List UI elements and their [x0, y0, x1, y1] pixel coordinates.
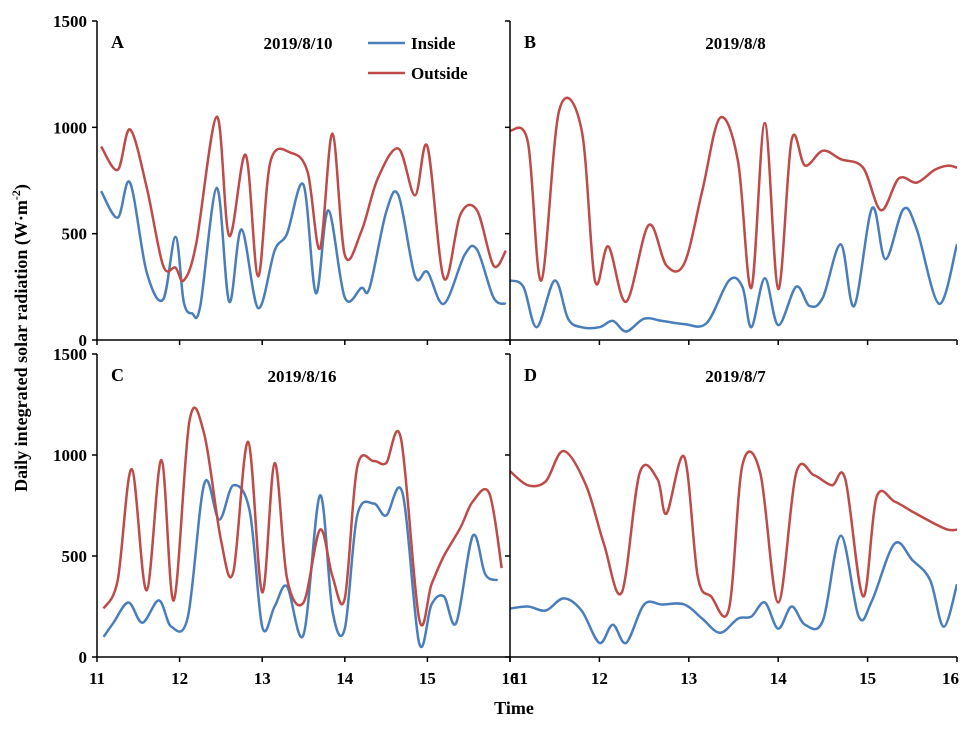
- panel-letter-b: B: [524, 32, 536, 52]
- y-tick-label: 0: [79, 648, 88, 667]
- series-line-c-outside: [102, 406, 503, 627]
- y-tick-label: 500: [62, 225, 88, 244]
- series-line-d-inside: [510, 534, 957, 645]
- y-tick-label: 1500: [53, 12, 87, 31]
- legend-inside-label: Inside: [411, 34, 456, 53]
- x-tick-label: 12: [591, 669, 608, 688]
- legend-outside-label: Outside: [411, 64, 468, 83]
- panel-d: 11 12 13 14 15 16 D 2019/8/7: [505, 353, 959, 688]
- series-line-c-inside: [102, 479, 499, 648]
- panel-a: 0 500 1000 1500 A 2019/8/10: [53, 12, 511, 350]
- panels: 0 500 1000 1500 A 2019/8/10 B 2019/8/8 0 500 1000 1…: [53, 12, 959, 688]
- y-axis-title: Daily integrated solar radiation (W·m-2): [9, 184, 32, 492]
- series-line-d-outside: [510, 449, 957, 618]
- x-tick-label: 15: [419, 669, 436, 688]
- series-line-b-outside: [510, 96, 957, 303]
- panel-letter-c: C: [111, 365, 124, 385]
- panel-date-title-c: 2019/8/16: [268, 367, 337, 386]
- y-tick-label: 500: [62, 547, 88, 566]
- x-tick-label: 16: [942, 669, 959, 688]
- y-tick-label: 1000: [53, 118, 87, 137]
- panel-letter-d: D: [524, 365, 537, 385]
- x-tick-label: 13: [680, 669, 697, 688]
- x-tick-label: 16: [502, 669, 519, 688]
- y-axis-title-close: ): [11, 184, 32, 190]
- y-axis-title-superscript: -2: [9, 190, 23, 200]
- legend: Inside Outside: [368, 34, 468, 83]
- x-tick-label: 11: [89, 669, 105, 688]
- x-tick-label: 13: [254, 669, 271, 688]
- y-tick-label: 1500: [53, 345, 87, 364]
- panel-letter-a: A: [111, 32, 124, 52]
- y-axis-title-main: Daily integrated solar radiation (W·m: [11, 200, 32, 492]
- panel-date-title-a: 2019/8/10: [264, 34, 333, 53]
- series-line-b-inside: [510, 206, 957, 333]
- x-tick-label: 14: [336, 669, 354, 688]
- x-tick-label: 14: [770, 669, 788, 688]
- series-line-a-inside: [100, 180, 507, 320]
- panel-date-title-d: 2019/8/7: [705, 367, 766, 386]
- panel-b: B 2019/8/8: [505, 20, 958, 345]
- panel-date-title-b: 2019/8/8: [705, 34, 765, 53]
- series-line-a-outside: [100, 115, 507, 283]
- x-tick-label: 11: [512, 669, 528, 688]
- x-axis-title: Time: [494, 698, 534, 718]
- panel-c: 0 500 1000 1500 11 12 13 14 15 16 C 2019/8/16: [53, 345, 519, 688]
- y-tick-label: 0: [79, 331, 88, 350]
- y-tick-label: 1000: [53, 446, 87, 465]
- x-tick-label: 15: [859, 669, 876, 688]
- x-tick-label: 12: [171, 669, 188, 688]
